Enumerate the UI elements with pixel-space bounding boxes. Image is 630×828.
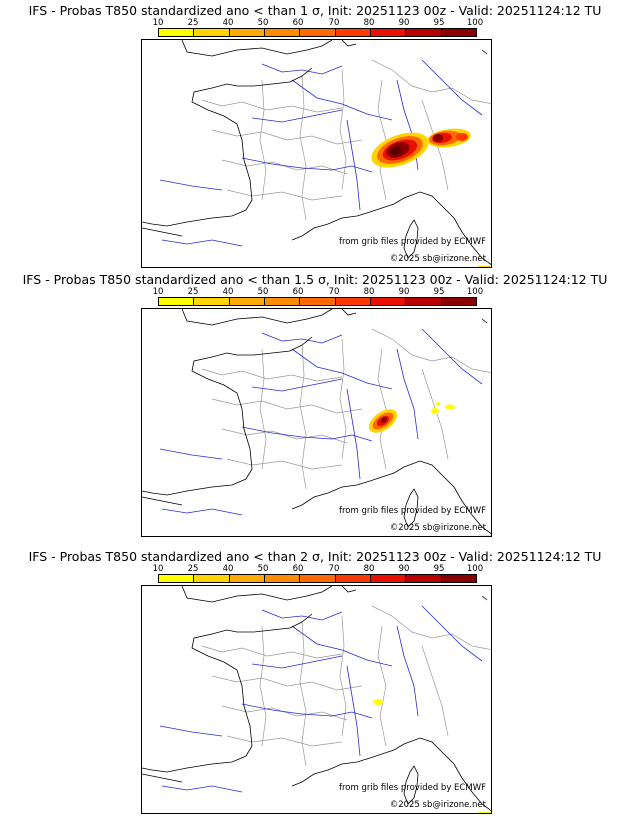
- map-panel-3: IFS - Probas T850 standardized ano < tha…: [0, 549, 630, 817]
- colorbar-label: 100: [466, 287, 484, 297]
- colorbar-swatch: [159, 575, 195, 582]
- colorbar-label: 80: [363, 564, 375, 574]
- colorbar-label: 70: [328, 18, 340, 28]
- colorbar-swatch: [370, 29, 407, 36]
- colorbar-label: 10: [152, 287, 164, 297]
- colorbar-swatch: [300, 575, 336, 582]
- colorbar-swatch: [229, 575, 265, 582]
- colorbar-swatch: [159, 298, 195, 305]
- map-panel-2: IFS - Probas T850 standardized ano < tha…: [0, 272, 630, 540]
- map-base: [142, 586, 491, 812]
- colorbar-swatch: [194, 575, 230, 582]
- colorbar-swatch: [300, 29, 336, 36]
- colorbar-swatch: [406, 298, 442, 305]
- colorbar: [158, 574, 477, 583]
- colorbar-label: 10: [152, 18, 164, 28]
- credit-copyright: ©2025 sb@irizone.net: [389, 523, 486, 533]
- colorbar-label: 95: [433, 287, 445, 297]
- colorbar-swatch: [406, 29, 442, 36]
- colorbar-label: 70: [328, 287, 340, 297]
- panel-title: IFS - Probas T850 standardized ano < tha…: [22, 272, 608, 287]
- map-drawing: [142, 586, 491, 813]
- colorbar-label: 25: [187, 18, 199, 28]
- colorbar-label: 40: [222, 564, 234, 574]
- map-panel-1: IFS - Probas T850 standardized ano < tha…: [0, 3, 630, 271]
- colorbar-swatch: [370, 575, 407, 582]
- colorbar-label: 90: [398, 564, 410, 574]
- panel-title: IFS - Probas T850 standardized ano < tha…: [28, 3, 602, 18]
- colorbar-swatch: [229, 298, 265, 305]
- colorbar-label: 60: [292, 287, 304, 297]
- colorbar-label: 25: [187, 287, 199, 297]
- colorbar-swatch: [441, 298, 476, 305]
- colorbar-swatch: [264, 298, 301, 305]
- credit-grib: from grib files provided by ECMWF: [339, 783, 486, 793]
- colorbar-swatch: [335, 29, 371, 36]
- colorbar-label: 40: [222, 18, 234, 28]
- colorbar: [158, 28, 477, 37]
- probability-map: from grib files provided by ECMWF ©2025 …: [141, 585, 492, 814]
- colorbar: [158, 297, 477, 306]
- colorbar-label: 50: [257, 18, 269, 28]
- colorbar-swatch: [335, 298, 371, 305]
- colorbar-label: 50: [257, 287, 269, 297]
- credit-grib: from grib files provided by ECMWF: [339, 506, 486, 516]
- colorbar-label: 70: [328, 564, 340, 574]
- colorbar-label: 10: [152, 564, 164, 574]
- colorbar-labels: 10 25 40 50 60 70 80 90 95 100: [141, 287, 492, 297]
- colorbar-swatch: [264, 29, 301, 36]
- colorbar-swatch: [229, 29, 265, 36]
- colorbar-label: 60: [292, 18, 304, 28]
- probability-map: from grib files provided by ECMWF ©2025 …: [141, 39, 492, 268]
- colorbar-swatch: [441, 575, 476, 582]
- probability-blobs: [368, 402, 491, 536]
- colorbar-labels: 10 25 40 50 60 70 80 90 95 100: [141, 18, 492, 28]
- probability-blobs: [373, 699, 491, 813]
- colorbar-label: 95: [433, 564, 445, 574]
- colorbar-label: 90: [398, 18, 410, 28]
- colorbar-swatch: [300, 298, 336, 305]
- colorbar-swatch: [194, 29, 230, 36]
- colorbar-label: 80: [363, 287, 375, 297]
- colorbar-swatch: [441, 29, 476, 36]
- credit-copyright: ©2025 sb@irizone.net: [389, 800, 486, 810]
- credit-grib: from grib files provided by ECMWF: [339, 237, 486, 247]
- colorbar-swatch: [159, 29, 195, 36]
- colorbar-swatch: [406, 575, 442, 582]
- colorbar-labels: 10 25 40 50 60 70 80 90 95 100: [141, 564, 492, 574]
- colorbar-label: 80: [363, 18, 375, 28]
- map-base: [142, 40, 491, 266]
- credit-copyright: ©2025 sb@irizone.net: [389, 254, 486, 264]
- colorbar-swatch: [264, 575, 301, 582]
- probability-blobs: [371, 128, 491, 267]
- colorbar-label: 90: [398, 287, 410, 297]
- colorbar-label: 100: [466, 18, 484, 28]
- colorbar-label: 60: [292, 564, 304, 574]
- colorbar-label: 95: [433, 18, 445, 28]
- map-drawing: [142, 40, 491, 267]
- colorbar-swatch: [335, 575, 371, 582]
- colorbar-swatch: [194, 298, 230, 305]
- map-drawing: [142, 309, 491, 536]
- colorbar-label: 100: [466, 564, 484, 574]
- map-base: [142, 309, 491, 535]
- colorbar-label: 40: [222, 287, 234, 297]
- colorbar-label: 50: [257, 564, 269, 574]
- probability-map: from grib files provided by ECMWF ©2025 …: [141, 308, 492, 537]
- panel-title: IFS - Probas T850 standardized ano < tha…: [28, 549, 602, 564]
- colorbar-swatch: [370, 298, 407, 305]
- colorbar-label: 25: [187, 564, 199, 574]
